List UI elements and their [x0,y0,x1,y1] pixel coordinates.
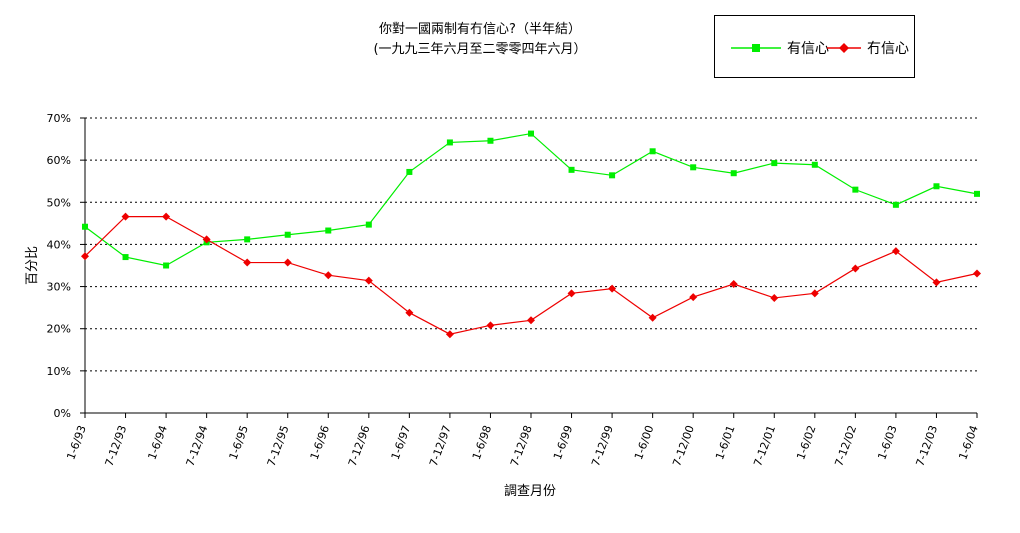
y-tick-label: 0% [54,407,71,420]
y-tick-label: 30% [47,281,71,294]
data-point-not-confident [283,258,292,267]
data-point-not-confident [162,212,171,221]
data-point-not-confident [121,212,130,221]
x-axis-title: 調查月份 [504,484,556,499]
data-point-confident [365,221,372,228]
x-tick-label: 1-6/02 [794,424,818,462]
data-point-not-confident [324,271,333,280]
x-tick-label: 1-6/98 [470,424,494,462]
data-point-not-confident [729,280,738,289]
chart-title-block: 你對一國兩制有冇信心?（半年結） (一九九三年六月至二零零四年六月） [340,20,620,60]
x-tick-label: 7-12/95 [265,424,292,469]
data-point-not-confident [689,293,698,302]
data-point-confident [609,172,616,179]
x-tick-label: 7-12/93 [103,424,130,469]
data-point-confident [284,231,291,238]
data-point-not-confident [810,289,819,298]
chart-title: 你對一國兩制有冇信心?（半年結） [379,22,581,37]
x-tick-label: 7-12/98 [508,424,535,469]
data-point-not-confident [486,321,495,330]
data-point-confident [325,227,332,234]
data-point-confident [163,262,170,269]
data-point-not-confident [648,313,657,322]
data-point-confident [406,168,413,175]
x-tick-label: 7-12/97 [427,424,454,469]
legend-diamond-marker-icon [827,43,861,53]
data-point-confident [730,170,737,177]
data-point-confident [933,183,940,190]
x-tick-label: 7-12/99 [589,424,616,469]
data-point-not-confident [567,289,576,298]
chart-subtitle: (一九九三年六月至二零零四年六月） [373,42,587,57]
x-tick-label: 1-6/99 [551,424,575,462]
data-point-confident [82,223,88,230]
data-point-confident [852,186,859,193]
data-point-not-confident [608,284,617,293]
data-point-confident [974,190,980,197]
x-tick-label: 7-12/94 [184,424,211,469]
data-point-not-confident [973,269,981,278]
data-point-confident [487,137,494,144]
x-tick-label: 1-6/93 [64,424,88,462]
data-point-confident [122,254,129,261]
data-point-confident [244,236,251,243]
data-point-not-confident [202,235,211,244]
data-point-not-confident [405,308,414,317]
data-point-not-confident [851,264,860,273]
data-point-confident [811,161,818,168]
data-point-not-confident [770,293,779,302]
legend-item-confident: 有信心 [731,38,829,58]
data-point-not-confident [445,330,454,339]
chart-legend: 有信心 冇信心 [714,15,915,78]
y-tick-label: 10% [47,365,71,378]
x-tick-label: 1-6/00 [632,424,656,462]
legend-label-not-confident: 冇信心 [867,41,909,57]
data-point-not-confident [81,252,89,261]
y-tick-label: 20% [47,323,71,336]
x-tick-label: 1-6/04 [956,424,980,462]
x-tick-label: 7-12/02 [832,424,859,469]
x-tick-label: 1-6/96 [308,424,332,462]
x-tick-label: 1-6/97 [389,424,413,462]
data-point-confident [528,130,534,137]
x-tick-label: 7-12/96 [346,424,373,469]
data-point-not-confident [364,276,373,285]
legend-square-marker-icon [731,44,781,52]
data-point-confident [771,160,778,167]
legend-item-not-confident: 冇信心 [827,38,909,58]
data-point-not-confident [891,247,900,256]
data-point-confident [568,166,575,173]
data-point-confident [690,164,697,171]
x-tick-label: 1-6/01 [713,424,737,462]
x-tick-label: 1-6/94 [145,424,169,462]
data-point-confident [649,148,656,155]
data-point-confident [446,139,453,146]
x-tick-label: 7-12/03 [913,424,940,469]
data-point-confident [892,201,899,208]
y-axis-title: 百分比 [25,246,40,285]
x-tick-label: 1-6/03 [875,424,899,462]
y-tick-label: 70% [47,112,71,125]
y-tick-label: 40% [47,238,71,251]
x-tick-label: 1-6/95 [227,424,251,462]
x-tick-label: 7-12/01 [751,424,778,469]
data-point-not-confident [527,316,535,325]
y-tick-label: 60% [47,154,71,167]
data-point-not-confident [932,278,941,287]
x-tick-label: 7-12/00 [670,424,697,469]
legend-label-confident: 有信心 [787,41,829,57]
y-tick-label: 50% [47,196,71,209]
data-point-not-confident [243,258,252,267]
